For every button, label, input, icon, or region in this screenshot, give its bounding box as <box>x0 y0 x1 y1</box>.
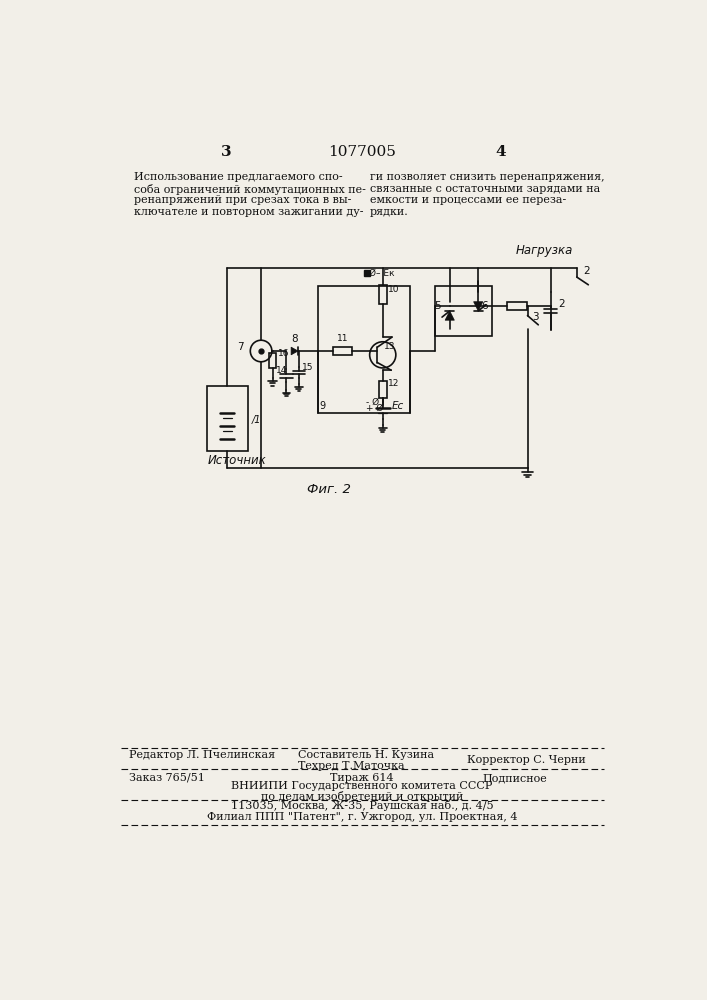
Text: Редактор Л. Пчелинская: Редактор Л. Пчелинская <box>129 750 275 760</box>
Text: /1: /1 <box>252 415 262 425</box>
Text: рядки.: рядки. <box>370 207 409 217</box>
Text: по делам изобретений и открытий: по делам изобретений и открытий <box>261 791 463 802</box>
Polygon shape <box>474 302 483 311</box>
Text: 9: 9 <box>320 401 326 411</box>
Text: Составитель Н. Кузина: Составитель Н. Кузина <box>298 750 434 760</box>
Bar <box>435 286 492 336</box>
Text: ключателе и повторном зажигании ду-: ключателе и повторном зажигании ду- <box>134 207 363 217</box>
Text: Тираж 614: Тираж 614 <box>330 773 394 783</box>
Bar <box>318 286 409 413</box>
Polygon shape <box>445 311 455 320</box>
Text: 3: 3 <box>221 145 232 159</box>
Text: Источник: Источник <box>207 454 266 467</box>
Text: - Ø: - Ø <box>366 398 379 407</box>
Text: 5: 5 <box>434 301 441 311</box>
Text: ВНИИПИ Государственного комитета СССР: ВНИИПИ Государственного комитета СССР <box>231 781 493 791</box>
Text: 4: 4 <box>495 145 506 159</box>
Bar <box>379 381 387 398</box>
Text: 16: 16 <box>278 349 290 358</box>
Text: 7: 7 <box>238 342 244 352</box>
Bar <box>269 353 276 368</box>
Text: + Ø: + Ø <box>366 404 383 413</box>
Text: Филиал ППП "Патент", г. Ужгород, ул. Проектная, 4: Филиал ППП "Патент", г. Ужгород, ул. Про… <box>206 812 518 822</box>
Text: Ес: Ес <box>392 401 404 411</box>
Bar <box>379 285 387 304</box>
Text: 8: 8 <box>291 334 298 344</box>
Text: 10: 10 <box>388 285 399 294</box>
Text: Использование предлагаемого спо-: Использование предлагаемого спо- <box>134 172 343 182</box>
Text: Ø– Ек: Ø– Ек <box>369 269 395 278</box>
Text: Фиг. 2: Фиг. 2 <box>307 483 351 496</box>
Text: Подписное: Подписное <box>483 773 548 783</box>
Text: 15: 15 <box>302 363 313 372</box>
Text: Нагрузка: Нагрузка <box>515 244 573 257</box>
Text: ренапряжений при срезах тока в вы-: ренапряжений при срезах тока в вы- <box>134 195 351 205</box>
Text: соба ограничений коммутационных пе-: соба ограничений коммутационных пе- <box>134 184 366 195</box>
Text: 2: 2 <box>559 299 565 309</box>
Text: 113035, Москва, Ж-35, Раушская наб., д. 4/5: 113035, Москва, Ж-35, Раушская наб., д. … <box>230 800 493 811</box>
Bar <box>334 347 352 355</box>
Text: 12: 12 <box>388 379 399 388</box>
Text: 13: 13 <box>385 342 396 351</box>
Text: 2: 2 <box>583 266 590 276</box>
Text: Техред Т.Маточка: Техред Т.Маточка <box>298 761 404 771</box>
Text: емкости и процессами ее переза-: емкости и процессами ее переза- <box>370 195 566 205</box>
Polygon shape <box>291 347 298 355</box>
Text: Заказ 765/51: Заказ 765/51 <box>129 773 204 783</box>
Text: 1077005: 1077005 <box>328 145 396 159</box>
Text: связанные с остаточными зарядами на: связанные с остаточными зарядами на <box>370 184 600 194</box>
Text: Корректор С. Черни: Корректор С. Черни <box>467 755 586 765</box>
Text: 11: 11 <box>337 334 349 343</box>
Text: 3: 3 <box>532 312 539 322</box>
Text: 6: 6 <box>481 301 488 311</box>
Bar <box>207 386 248 451</box>
Bar <box>507 302 527 310</box>
Text: 14: 14 <box>276 366 287 375</box>
Text: ги позволяет снизить перенапряжения,: ги позволяет снизить перенапряжения, <box>370 172 604 182</box>
